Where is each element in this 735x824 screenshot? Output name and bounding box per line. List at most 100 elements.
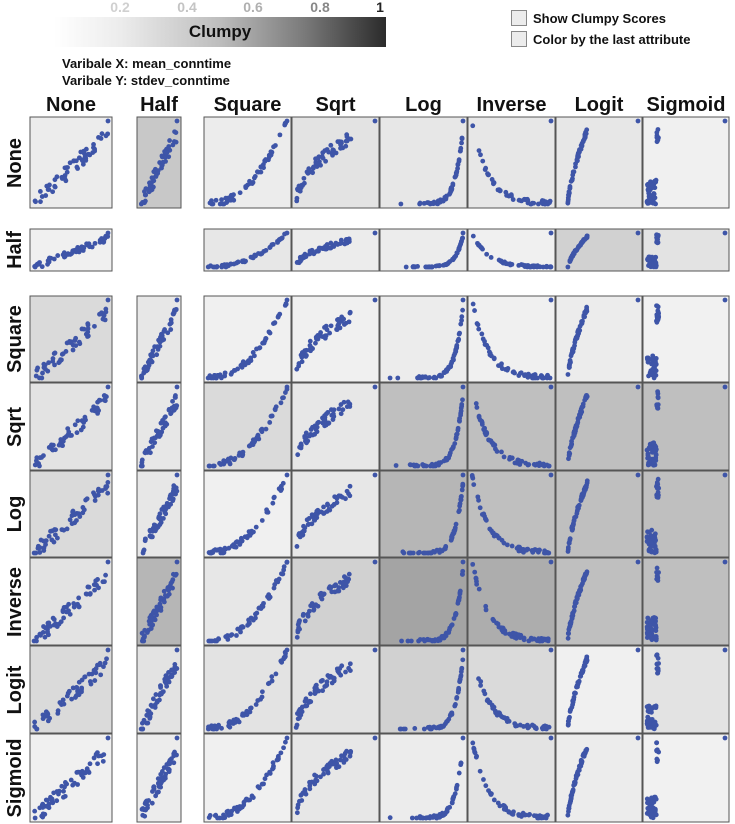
colorbar-tick: 0.8 [310,0,330,15]
data-point [275,314,281,320]
data-point [434,725,440,731]
data-point [91,142,96,147]
data-point [75,166,81,171]
data-point [168,317,174,323]
data-point [93,666,99,671]
cell-sigmoid-logit [555,733,643,823]
data-point [105,480,111,485]
data-point [328,240,334,246]
data-point [515,544,521,550]
data-point [328,323,334,329]
cell-log-sqrt [291,470,380,558]
data-point [253,702,259,707]
data-point [488,792,494,797]
data-point [172,129,177,135]
checkbox-box[interactable] [511,10,527,26]
data-point [144,630,150,635]
data-point [568,257,573,263]
data-point [43,193,49,198]
data-point [341,322,347,327]
data-point [654,303,659,309]
data-point [282,739,288,745]
data-point [302,435,308,441]
data-point [87,761,93,767]
data-point [321,771,326,777]
data-point [147,621,153,627]
data-point [174,647,180,653]
data-point [148,450,153,456]
data-point [488,255,494,260]
data-point [315,334,320,340]
data-point [160,515,166,521]
data-point [92,587,97,593]
data-point [517,370,523,376]
data-point [103,572,108,578]
data-point [247,181,253,186]
data-point [85,321,91,327]
show-clumpy-scores-checkbox[interactable]: Show Clumpy Scores [511,10,666,26]
data-point [52,350,58,356]
data-point [53,527,59,533]
cell-log-none [29,470,113,558]
data-point [506,718,512,724]
data-point [476,148,482,154]
data-point [144,798,150,804]
data-point [227,724,233,730]
data-point [460,472,466,478]
data-point [164,683,170,689]
data-point [574,511,580,516]
cell-none-half [136,116,182,209]
data-point [105,384,111,390]
data-point [441,723,447,729]
data-point [545,550,551,556]
data-point [448,188,454,193]
data-point [311,164,316,170]
data-point [51,622,57,628]
data-point [167,761,173,767]
data-point [174,384,180,390]
data-point [395,375,401,381]
data-point [64,169,70,175]
data-point [457,148,463,154]
data-point [324,682,330,688]
data-point [231,367,237,373]
data-point [58,442,64,448]
data-point [79,157,85,163]
data-point [444,719,449,725]
checkbox-box[interactable] [511,31,527,47]
data-point [80,161,86,167]
data-point [173,139,179,145]
data-point [571,428,577,434]
data-point [653,259,658,265]
color-by-last-attribute-checkbox[interactable]: Color by the last attribute [511,31,690,47]
data-point [99,131,105,137]
cell-background [379,116,468,209]
data-point [245,359,251,365]
data-point [145,708,151,714]
cell-background [379,557,468,646]
data-point [491,618,497,624]
cell-background [291,645,380,734]
data-point [340,585,346,591]
data-point [34,638,39,644]
data-point [491,442,496,448]
data-point [305,170,311,176]
data-point [566,627,572,632]
data-point [141,366,147,372]
data-point [339,663,345,669]
data-point [325,501,330,507]
data-point [509,543,515,549]
data-point [649,795,654,801]
data-point [324,765,330,770]
data-point [216,636,221,642]
data-point [59,351,65,357]
data-point [263,426,269,432]
data-point [402,726,408,732]
data-point [151,608,157,614]
data-point [43,709,49,715]
data-point [229,543,235,549]
data-point [565,199,571,204]
data-point [249,793,255,799]
data-point [401,550,407,556]
data-point [408,462,414,468]
